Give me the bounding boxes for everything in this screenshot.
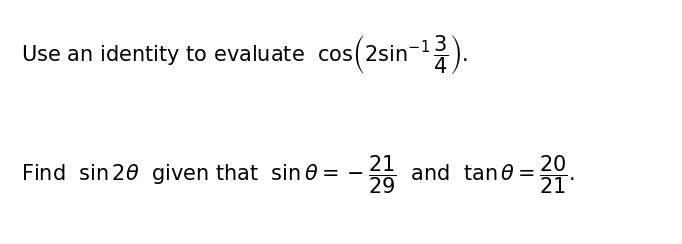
Text: Use an identity to evaluate  $\cos\!\left(2\sin^{-1}\dfrac{3}{4}\right)$.: Use an identity to evaluate $\cos\!\left… <box>20 33 468 76</box>
Text: Find  $\sin 2\theta$  given that  $\sin\theta = -\dfrac{21}{29}$  and  $\tan\the: Find $\sin 2\theta$ given that $\sin\the… <box>20 154 574 196</box>
